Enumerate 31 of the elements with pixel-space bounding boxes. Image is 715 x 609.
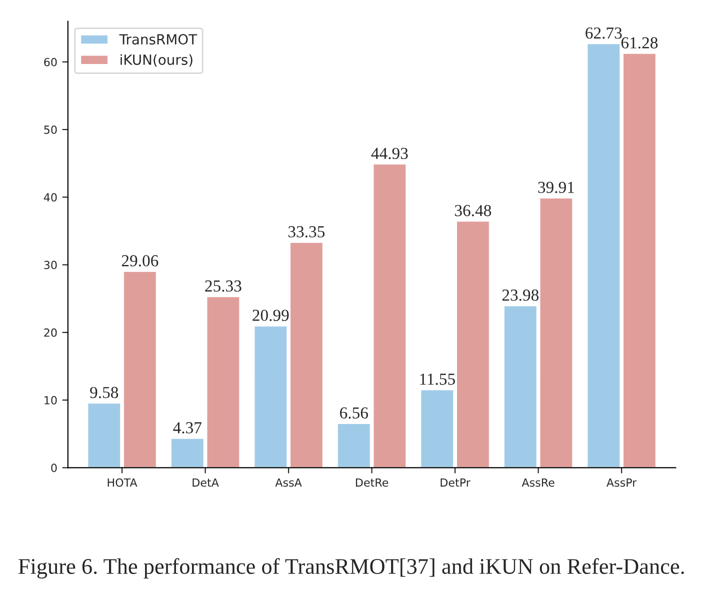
legend-label: TransRMOT xyxy=(119,34,198,45)
data-label: 62.73 xyxy=(586,27,622,39)
data-label: 23.98 xyxy=(502,290,539,301)
legend-label: iKUN(ours) xyxy=(120,54,192,67)
data-label: 61.28 xyxy=(621,37,658,49)
data-label: 9.58 xyxy=(90,386,118,398)
x-tick-label: AssRe xyxy=(522,478,554,487)
data-label: 36.48 xyxy=(455,204,492,216)
x-tick-label: DetPr xyxy=(440,478,470,487)
y-tick-label: 60 xyxy=(44,58,57,66)
data-label: 11.55 xyxy=(420,374,455,385)
x-tick-label: AssPr xyxy=(606,478,637,487)
y-tick-label: 50 xyxy=(44,126,57,134)
y-tick-label: 40 xyxy=(44,193,57,202)
data-label: 20.99 xyxy=(252,310,289,322)
data-label: 33.35 xyxy=(288,226,325,238)
data-label: 4.37 xyxy=(173,422,202,434)
y-tick-label: 30 xyxy=(44,260,57,270)
x-tick-label: HOTA xyxy=(108,478,138,487)
data-label: 29.06 xyxy=(122,255,158,266)
y-tick-label: 20 xyxy=(44,328,57,337)
data-label: 25.33 xyxy=(205,280,242,292)
x-tick-label: DetRe xyxy=(356,478,388,487)
data-label: 44.93 xyxy=(371,148,408,160)
x-tick-label: AssA xyxy=(275,478,302,487)
data-label: 6.56 xyxy=(340,407,368,419)
y-tick-label: 0 xyxy=(51,464,57,472)
x-tick-label: DetA xyxy=(192,478,219,487)
caption: Figure 6. The performance of TransRMOT[37] and iKUN on Refer-Dance. xyxy=(18,558,684,579)
data-label: 39.91 xyxy=(538,182,574,194)
y-tick-label: 10 xyxy=(44,396,57,404)
